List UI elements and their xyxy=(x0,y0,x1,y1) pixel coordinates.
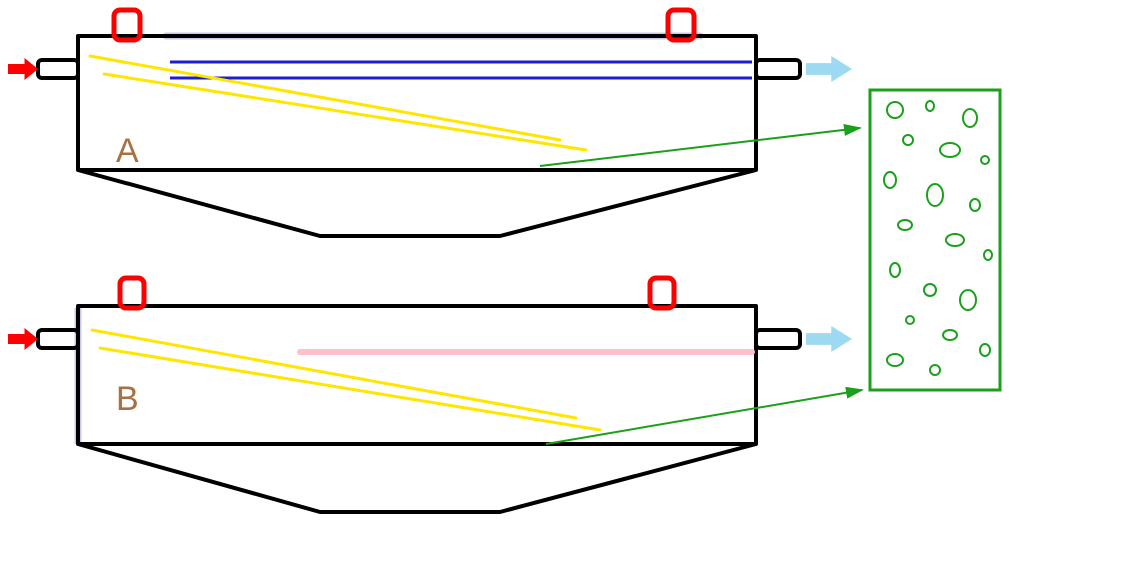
tank-b-callout-arrow xyxy=(546,390,862,444)
detail-bubble-14 xyxy=(960,290,976,310)
tank-a-callout-arrow xyxy=(540,128,860,166)
detail-bubble-6 xyxy=(884,172,896,188)
tank-b-yellow-line-1 xyxy=(100,348,600,430)
tank-a-yellow-line-1 xyxy=(104,74,586,150)
tank-b-outlet-port xyxy=(756,330,800,348)
tank-a-inlet-arrow xyxy=(8,58,38,80)
detail-bubble-3 xyxy=(903,135,913,145)
detail-bubble-12 xyxy=(890,263,900,277)
detail-bubble-1 xyxy=(926,101,934,111)
tank-b-body xyxy=(78,306,756,512)
detail-bubble-16 xyxy=(943,330,957,340)
tank-b-outlet-arrow xyxy=(806,326,852,352)
detail-bubble-17 xyxy=(980,344,990,356)
tank-b-inlet-port xyxy=(38,330,78,348)
detail-bubble-5 xyxy=(981,156,989,164)
detail-bubble-10 xyxy=(946,234,964,246)
detail-bubble-19 xyxy=(930,365,940,375)
detail-bubble-7 xyxy=(927,184,943,206)
tank-b-inlet-arrow xyxy=(8,328,38,350)
detail-bubble-2 xyxy=(963,109,977,127)
tank-b-marker-left xyxy=(120,278,144,308)
detail-bubble-11 xyxy=(984,250,992,260)
tank-b-label: B xyxy=(116,380,139,418)
detail-box xyxy=(870,90,1000,390)
detail-bubble-8 xyxy=(970,199,980,211)
detail-bubble-4 xyxy=(940,143,960,157)
detail-bubble-13 xyxy=(924,284,936,296)
tank-a-body xyxy=(78,36,756,236)
detail-bubble-15 xyxy=(906,316,914,324)
detail-bubble-9 xyxy=(898,220,912,230)
tank-a-outlet-port xyxy=(756,60,800,78)
detail-bubble-0 xyxy=(887,102,903,118)
tank-a-outlet-arrow xyxy=(806,56,852,82)
detail-bubble-18 xyxy=(887,354,903,366)
tank-a-inlet-port xyxy=(38,60,78,78)
tank-a-label: A xyxy=(116,132,139,170)
tank-b-yellow-line-0 xyxy=(92,330,576,418)
tank-a-yellow-line-0 xyxy=(90,56,560,140)
tank-b-marker-right xyxy=(650,278,674,308)
